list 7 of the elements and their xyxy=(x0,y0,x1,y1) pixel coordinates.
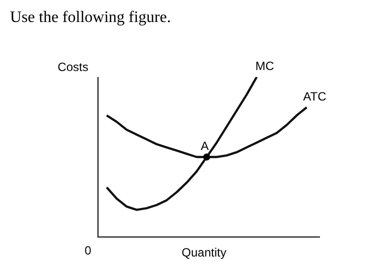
text: 0 xyxy=(84,243,92,258)
y-axis-title: Costs xyxy=(58,60,88,74)
x-axis-title: Quantity xyxy=(182,245,226,260)
series-label: MC xyxy=(255,59,274,73)
chart-title: Use the following figure. xyxy=(10,9,171,26)
series-label: ATC xyxy=(303,89,327,104)
annotation: A xyxy=(200,139,209,153)
